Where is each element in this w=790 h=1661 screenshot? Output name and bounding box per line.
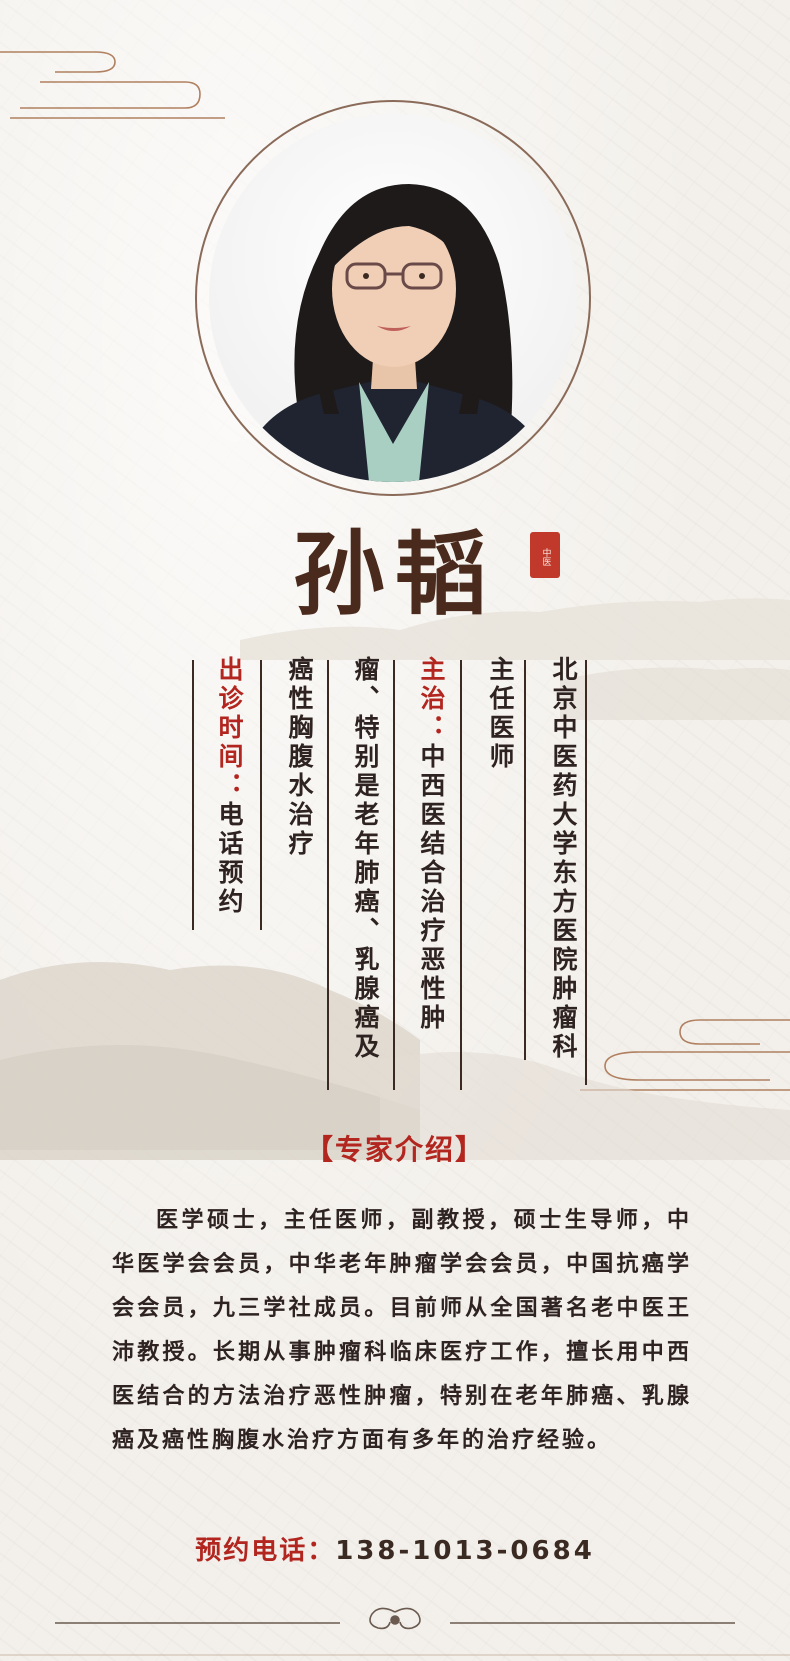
bottom-ornament [369,1607,421,1630]
mountain-ridge-left-front [0,1045,420,1160]
mountain-ridge-right [560,667,790,720]
column-divider-3 [460,660,462,1090]
schedule-text: 电话预约 [215,801,244,917]
mountain-ridge-right-low [380,1052,790,1160]
specialty-column-2: 瘤、特别是老年肺癌、乳腺癌及 [351,656,380,1062]
column-divider-6 [260,660,262,930]
title-column: 主任医师 [486,656,515,772]
doctor-portrait-frame [195,100,591,496]
portrait-ring [195,100,591,496]
column-divider-7 [192,660,194,930]
phone-label: 预约电话： [195,1536,336,1566]
specialty-text-1: 中西医结合治疗恶性肿 [417,743,446,1033]
column-divider-2 [524,660,526,1060]
specialty-column-3: 癌性胸腹水治疗 [285,656,314,859]
intro-heading: 【专家介绍】 [304,1133,485,1166]
column-divider-5 [327,660,329,1090]
column-divider-1 [585,660,587,1085]
institution-column: 北京中医药大学东方医院肿瘤科 [549,656,578,1062]
mountain-ridge-top [240,598,790,660]
specialty-label: 主治： [417,656,446,743]
schedule-label: 出诊时间： [215,656,244,801]
intro-paragraph: 医学硕士，主任医师，副教授，硕士生导师，中华医学会会员，中华老年肿瘤学会会员，中… [112,1207,692,1453]
cloud-scroll-right [580,1019,790,1091]
column-divider-4 [393,660,395,1090]
phone-number[interactable]: 138-1013-0684 [335,1536,595,1566]
schedule-column: 出诊时间：电话预约 [212,656,246,917]
doctor-name: 孙韬 [292,520,497,628]
appointment-phone: 预约电话：138-1013-0684 [0,1530,790,1567]
cloud-scroll-top-left [0,51,225,119]
red-seal-stamp: 中医 [530,532,560,578]
doctor-photo-illustration [239,184,554,482]
specialty-column-1: 主治：中西医结合治疗恶性肿 [414,656,448,1033]
doctor-photo [209,114,577,482]
